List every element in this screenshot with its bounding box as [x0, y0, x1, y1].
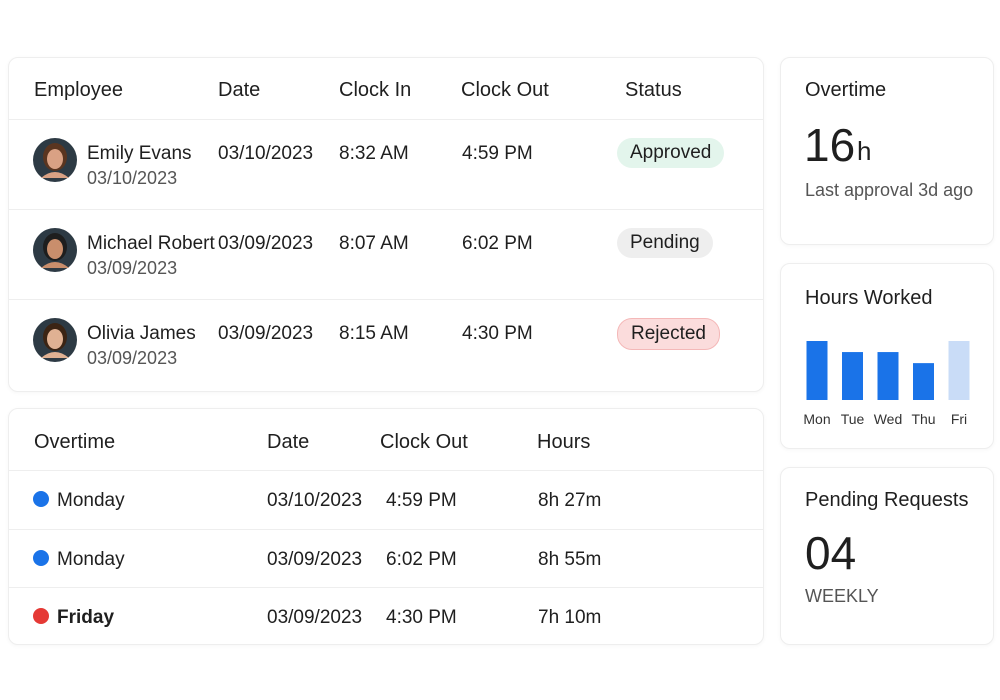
period: WEEKLY	[805, 586, 879, 606]
clock-in: 8:07 AM	[339, 233, 409, 254]
header: Employee	[34, 79, 123, 101]
avatar	[33, 318, 77, 362]
hours: 8h 27m	[538, 490, 602, 511]
day: Monday	[57, 490, 125, 511]
hours: 7h 10m	[538, 607, 602, 628]
divider	[9, 299, 763, 300]
card-title: Hours Worked	[805, 287, 933, 309]
status-badge: Pending	[617, 228, 713, 258]
pending-card: Pending Requests 04 WEEKLY	[780, 467, 994, 645]
employee-name: Michael Robert	[87, 233, 215, 254]
bar	[948, 341, 970, 400]
day: Monday	[57, 548, 125, 570]
x-tick-label: Thu	[911, 411, 935, 427]
note: Last approval 3d ago	[805, 180, 974, 200]
divider	[9, 470, 763, 471]
x-tick-label: Tue	[841, 411, 865, 427]
clock-out: 4:59 PM	[462, 143, 533, 164]
status-dot	[33, 491, 49, 507]
card-title: Pending Requests	[805, 489, 969, 511]
date: 03/09/2023	[267, 607, 363, 628]
date: 03/09/2023	[218, 323, 314, 344]
big-value: 16	[804, 119, 856, 171]
hours: 8h 55m	[538, 548, 602, 570]
divider	[9, 209, 763, 210]
header: Clock Out	[380, 431, 468, 453]
employee-date: 03/10/2023	[87, 168, 178, 188]
clock-out: 4:30 PM	[386, 607, 457, 628]
bar	[806, 341, 828, 400]
clock-in: 8:32 AM	[339, 143, 409, 164]
clock-in: 8:15 AM	[339, 323, 409, 344]
employee-name: Emily Evans	[87, 143, 192, 164]
header: Clock Out	[461, 79, 549, 101]
clock-out: 6:02 PM	[462, 233, 533, 254]
date: 03/09/2023	[218, 233, 314, 254]
avatar-image	[33, 318, 77, 362]
status-badge: Rejected	[617, 318, 720, 350]
employee-date: 03/09/2023	[87, 258, 178, 278]
avatar	[33, 138, 77, 182]
bar	[913, 363, 934, 400]
header: Date	[218, 79, 261, 101]
overtime-card: Overtime Date Clock Out Hours Monday 03/1…	[8, 408, 764, 645]
unit: h	[857, 136, 872, 166]
bar	[842, 352, 863, 400]
x-tick-label: Wed	[874, 411, 903, 427]
overtime-summary: Overtime 16 h Last approval 3d ago	[780, 57, 994, 245]
avatar-image	[33, 228, 77, 272]
clock-out: 6:02 PM	[386, 548, 457, 570]
employee-name: Olivia James	[87, 323, 196, 344]
avatar	[33, 228, 77, 272]
employee-date: 03/09/2023	[87, 348, 178, 368]
clock-out: 4:59 PM	[386, 490, 457, 511]
clock-out: 4:30 PM	[462, 323, 533, 344]
divider	[9, 529, 763, 530]
header: Status	[625, 79, 682, 101]
hours-worked-card: Hours Worked Mon Tue Wed Thu Fri	[780, 263, 994, 449]
attendance-card: Employee Date Clock In Clock Out Status …	[8, 57, 764, 392]
mini-chart: Mon Tue Wed Thu Fri	[803, 341, 970, 427]
date: 03/10/2023	[267, 490, 363, 511]
header: Date	[267, 431, 310, 453]
header: Overtime	[34, 431, 116, 453]
date: 03/09/2023	[267, 548, 363, 570]
divider	[9, 587, 763, 588]
x-tick-label: Mon	[803, 411, 830, 427]
status-dot	[33, 608, 49, 624]
bar	[877, 352, 899, 400]
header: Clock In	[339, 79, 412, 101]
day: Friday	[57, 607, 115, 628]
divider	[9, 119, 763, 120]
date: 03/10/2023	[218, 143, 314, 164]
avatar-image	[33, 138, 77, 182]
status-dot	[33, 549, 49, 566]
big-value: 04	[805, 527, 857, 579]
card-title: Overtime	[805, 79, 887, 101]
header: Hours	[537, 431, 591, 453]
status-badge: Approved	[617, 138, 725, 168]
x-tick-label: Fri	[951, 411, 967, 427]
